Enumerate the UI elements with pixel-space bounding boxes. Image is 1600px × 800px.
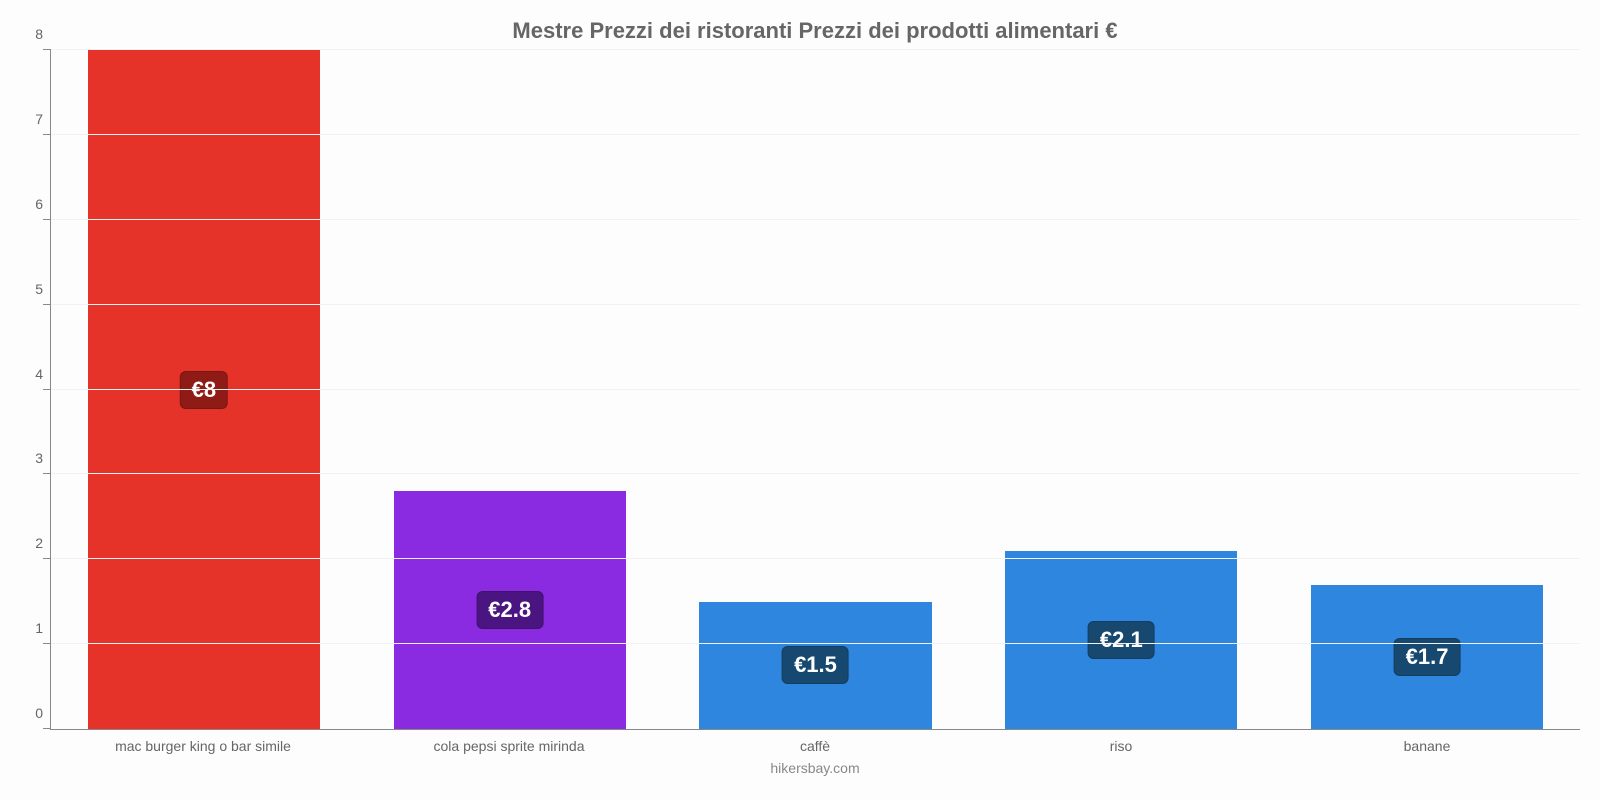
- gridline: [51, 219, 1580, 220]
- bar-slot: €8: [51, 50, 357, 729]
- y-axis-label: 3: [17, 450, 43, 466]
- y-tick: [43, 304, 51, 305]
- chart-credit: hikersbay.com: [50, 760, 1580, 776]
- y-axis-label: 6: [17, 196, 43, 212]
- bars-group: €8 €2.8 €1.5 €2.1 €1.7: [51, 50, 1580, 729]
- bar: €8: [88, 50, 320, 729]
- x-axis-label: cola pepsi sprite mirinda: [356, 738, 662, 754]
- gridline: [51, 304, 1580, 305]
- bar-slot: €2.1: [968, 50, 1274, 729]
- y-tick: [43, 558, 51, 559]
- x-axis-label: banane: [1274, 738, 1580, 754]
- bar: €2.1: [1005, 551, 1237, 729]
- x-axis-label: caffè: [662, 738, 968, 754]
- y-tick: [43, 389, 51, 390]
- gridline: [51, 134, 1580, 135]
- y-tick: [43, 473, 51, 474]
- y-tick: [43, 728, 51, 729]
- bar-slot: €1.7: [1274, 50, 1580, 729]
- bar: €1.5: [699, 602, 931, 729]
- y-tick: [43, 49, 51, 50]
- gridline: [51, 473, 1580, 474]
- gridline: [51, 49, 1580, 50]
- bar: €2.8: [394, 491, 626, 729]
- y-axis-label: 1: [17, 620, 43, 636]
- bar: €1.7: [1311, 585, 1543, 729]
- y-tick: [43, 219, 51, 220]
- value-badge: €2.1: [1088, 621, 1155, 659]
- value-badge: €2.8: [476, 591, 543, 629]
- x-axis-label: riso: [968, 738, 1274, 754]
- y-tick: [43, 134, 51, 135]
- chart-title: Mestre Prezzi dei ristoranti Prezzi dei …: [50, 18, 1580, 44]
- y-tick: [43, 643, 51, 644]
- y-axis-label: 4: [17, 366, 43, 382]
- plot-area: €8€2.8€1.5€2.1€1.7 012345678: [50, 50, 1580, 730]
- y-axis-label: 5: [17, 281, 43, 297]
- value-badge: €8: [180, 371, 228, 409]
- gridline: [51, 389, 1580, 390]
- value-badge: €1.5: [782, 646, 849, 684]
- y-axis-label: 7: [17, 111, 43, 127]
- gridline: [51, 643, 1580, 644]
- chart-container: Mestre Prezzi dei ristoranti Prezzi dei …: [0, 0, 1600, 800]
- y-axis-label: 2: [17, 535, 43, 551]
- bar-slot: €1.5: [663, 50, 969, 729]
- gridline: [51, 558, 1580, 559]
- y-axis-label: 0: [17, 705, 43, 721]
- bar-slot: €2.8: [357, 50, 663, 729]
- x-axis-labels: mac burger king o bar similecola pepsi s…: [50, 738, 1580, 754]
- x-axis-label: mac burger king o bar simile: [50, 738, 356, 754]
- y-axis-label: 8: [17, 26, 43, 42]
